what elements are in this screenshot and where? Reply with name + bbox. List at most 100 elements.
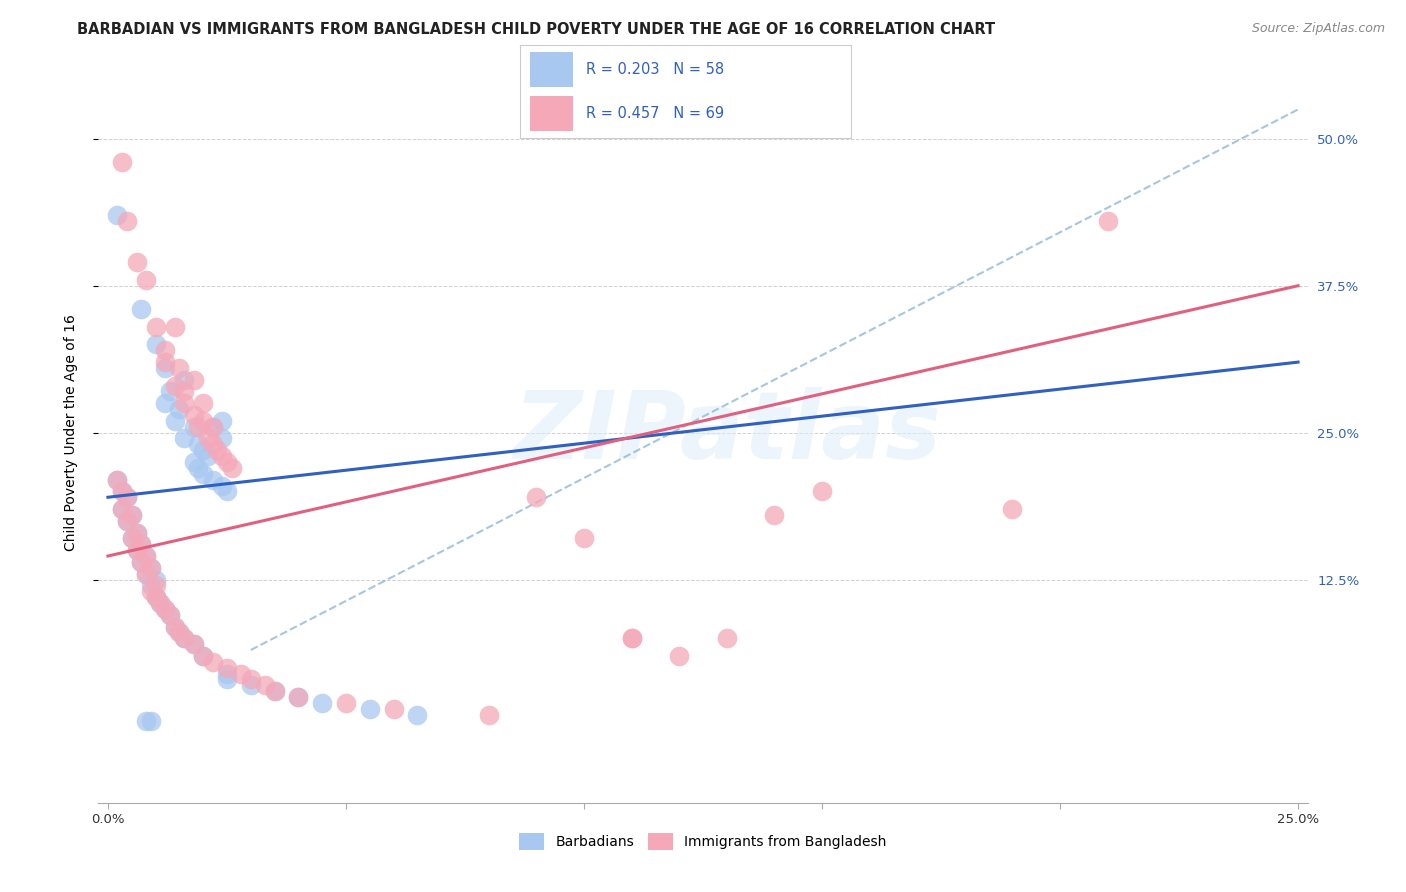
Point	[125, 255, 148, 269]
Point	[129, 537, 152, 551]
Point	[169, 361, 191, 376]
Point	[406, 707, 429, 722]
Point	[125, 543, 148, 558]
Point	[191, 648, 214, 663]
Point	[111, 484, 134, 499]
Point	[115, 490, 138, 504]
Point	[111, 484, 134, 499]
Point	[145, 578, 167, 592]
Point	[221, 461, 243, 475]
Point	[107, 208, 129, 222]
Point	[163, 619, 186, 633]
Point	[201, 473, 224, 487]
Text: R = 0.203   N = 58: R = 0.203 N = 58	[586, 62, 724, 77]
Point	[207, 443, 229, 458]
Point	[149, 596, 172, 610]
Point	[121, 508, 143, 522]
Text: BARBADIAN VS IMMIGRANTS FROM BANGLADESH CHILD POVERTY UNDER THE AGE OF 16 CORREL: BARBADIAN VS IMMIGRANTS FROM BANGLADESH …	[77, 22, 995, 37]
Point	[211, 432, 233, 446]
Point	[191, 443, 214, 458]
Point	[163, 619, 186, 633]
Point	[153, 343, 176, 358]
Point	[115, 514, 138, 528]
Point	[173, 632, 195, 646]
Point	[191, 414, 214, 428]
Point	[524, 490, 547, 504]
Point	[153, 602, 176, 616]
Point	[173, 396, 195, 410]
Point	[159, 607, 181, 622]
Point	[201, 437, 224, 451]
Point	[139, 578, 162, 592]
Point	[183, 373, 205, 387]
Point	[135, 566, 157, 581]
Point	[335, 696, 357, 710]
Point	[139, 561, 162, 575]
Point	[311, 696, 333, 710]
Point	[201, 419, 224, 434]
Point	[121, 532, 143, 546]
Point	[111, 502, 134, 516]
Legend: Barbadians, Immigrants from Bangladesh: Barbadians, Immigrants from Bangladesh	[513, 827, 893, 855]
Point	[135, 549, 157, 563]
Point	[163, 378, 186, 392]
Point	[287, 690, 309, 704]
Text: ZIPatlas: ZIPatlas	[513, 386, 941, 479]
Point	[115, 214, 138, 228]
Point	[163, 414, 186, 428]
Point	[173, 373, 195, 387]
Point	[125, 525, 148, 540]
Point	[191, 396, 214, 410]
Point	[153, 355, 176, 369]
Point	[139, 714, 162, 728]
Point	[111, 155, 134, 169]
Point	[115, 490, 138, 504]
Point	[135, 549, 157, 563]
Point	[215, 455, 238, 469]
Point	[107, 473, 129, 487]
Point	[187, 461, 209, 475]
Point	[215, 484, 238, 499]
Point	[382, 702, 405, 716]
Point	[159, 607, 181, 622]
Point	[211, 449, 233, 463]
Point	[215, 673, 238, 687]
Point	[169, 625, 191, 640]
Point	[145, 337, 167, 351]
Point	[169, 625, 191, 640]
Point	[139, 561, 162, 575]
Point	[153, 602, 176, 616]
Point	[183, 408, 205, 422]
Point	[183, 637, 205, 651]
Point	[263, 684, 285, 698]
FancyBboxPatch shape	[530, 96, 574, 131]
Point	[135, 273, 157, 287]
Point	[145, 590, 167, 604]
Point	[149, 596, 172, 610]
Point	[620, 632, 643, 646]
FancyBboxPatch shape	[530, 52, 574, 87]
Point	[215, 666, 238, 681]
Point	[169, 402, 191, 417]
Point	[125, 525, 148, 540]
Point	[668, 648, 690, 663]
Point	[197, 449, 219, 463]
Point	[107, 473, 129, 487]
Point	[159, 384, 181, 399]
Point	[239, 673, 262, 687]
Point	[359, 702, 381, 716]
Point	[121, 508, 143, 522]
Point	[811, 484, 834, 499]
Point	[153, 361, 176, 376]
Point	[129, 555, 152, 569]
Point	[121, 532, 143, 546]
Point	[139, 584, 162, 599]
Point	[231, 666, 253, 681]
Point	[263, 684, 285, 698]
Point	[254, 678, 277, 692]
Point	[145, 319, 167, 334]
Point	[191, 648, 214, 663]
Point	[211, 478, 233, 492]
Point	[129, 555, 152, 569]
Point	[129, 537, 152, 551]
